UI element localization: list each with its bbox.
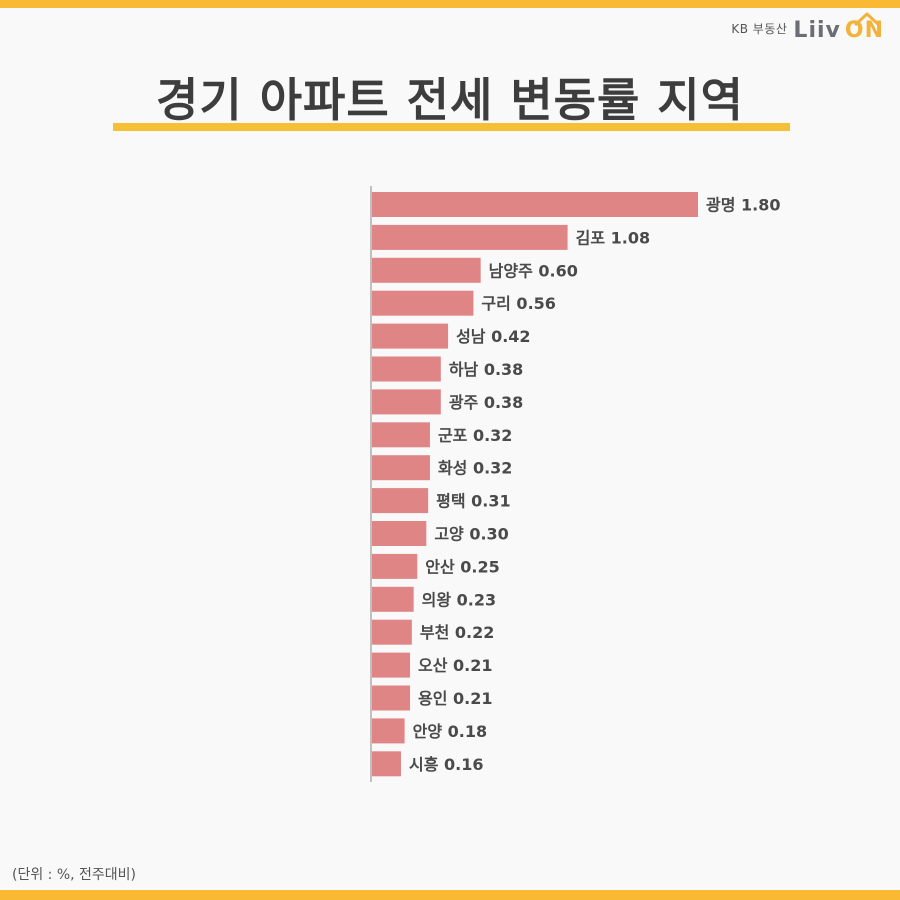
bottom-accent-bar — [0, 890, 900, 900]
bar-12 — [372, 553, 418, 579]
data-label-14: 부천 0.22 — [420, 623, 495, 642]
bar-14 — [372, 619, 412, 645]
brand-logo: KB 부동산 Liiv ON — [731, 12, 884, 43]
bar-8 — [372, 422, 430, 448]
data-label-1: 광명 1.80 — [706, 196, 781, 215]
bar-5 — [372, 323, 449, 349]
logo-main-text: Liiv — [793, 18, 841, 43]
data-label-16: 용인 0.21 — [418, 689, 493, 708]
brand-company: KB 부동산 — [731, 22, 788, 36]
data-label-17: 안양 0.18 — [413, 722, 488, 741]
bar-13 — [372, 586, 414, 612]
bar-17 — [372, 718, 405, 744]
data-label-10: 평택 0.31 — [436, 492, 511, 511]
data-label-6: 하남 0.38 — [449, 360, 524, 379]
data-label-9: 화성 0.32 — [438, 459, 513, 478]
bar-6 — [372, 356, 441, 382]
data-label-4: 구리 0.56 — [481, 294, 556, 313]
data-label-11: 고양 0.30 — [434, 525, 509, 544]
data-label-13: 의왕 0.23 — [422, 590, 497, 609]
bar-3 — [372, 257, 481, 283]
data-label-12: 안산 0.25 — [425, 557, 500, 576]
bar-9 — [372, 455, 430, 481]
bar-4 — [372, 290, 474, 316]
data-label-2: 김포 1.08 — [576, 228, 651, 247]
data-label-3: 남양주 0.60 — [489, 261, 578, 280]
data-label-18: 시흥 0.16 — [409, 755, 484, 774]
liiv-on-logo: Liiv ON — [793, 12, 884, 43]
title-underline — [113, 123, 790, 131]
data-label-5: 성남 0.42 — [456, 327, 530, 346]
bar-15 — [372, 652, 411, 678]
bar-18 — [372, 751, 401, 777]
bar-2 — [372, 224, 568, 250]
unit-footnote: (단위 : %, 전주대비) — [12, 867, 137, 883]
data-label-15: 오산 0.21 — [418, 656, 493, 675]
bar-11 — [372, 521, 427, 546]
top-accent-bar — [0, 0, 900, 8]
bar-7 — [372, 389, 441, 415]
data-label-8: 군포 0.32 — [438, 426, 513, 445]
page-title: 경기 아파트 전세 변동률 지역 — [156, 73, 744, 127]
house-roof-icon — [854, 12, 880, 26]
bar-10 — [372, 488, 429, 514]
bar-1 — [372, 192, 698, 217]
bar-16 — [372, 685, 411, 711]
data-label-7: 광주 0.38 — [449, 393, 524, 412]
